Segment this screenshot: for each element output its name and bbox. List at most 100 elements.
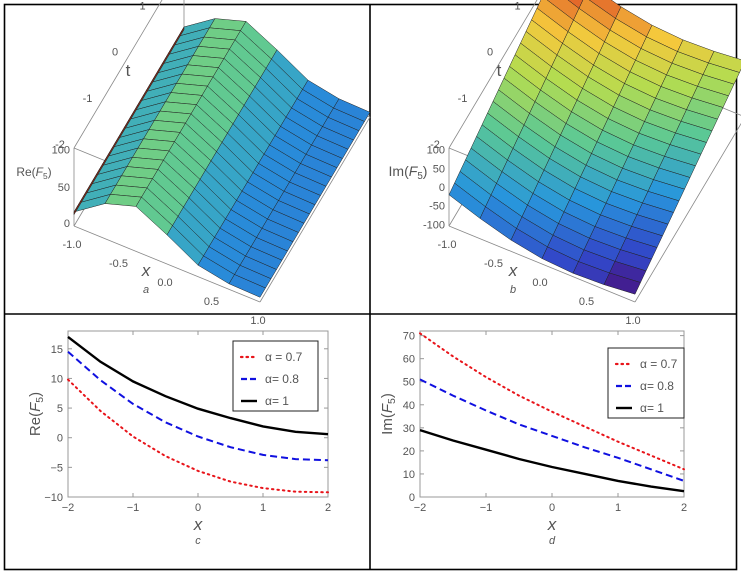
y-axis-label-sub: 5	[34, 397, 46, 403]
surface-cell	[228, 274, 266, 298]
x-axis-label: x	[141, 261, 151, 280]
x-axis-label: x	[508, 261, 518, 280]
x-tick-label: 1.0	[625, 315, 640, 327]
panel-a-surface: -1.0-0.50.00.51.0-2-1012100500xatRe(F5)	[16, 0, 371, 327]
z-axis-label: Re(F5)	[16, 165, 51, 181]
z-axis-label: Im(F5)	[389, 163, 428, 182]
y-tick-label: 60	[403, 354, 415, 366]
x-tick-label: 1	[615, 502, 621, 514]
legend-entry-label: α = 0.7	[640, 357, 678, 371]
y-axis-label-italic: F	[379, 403, 396, 413]
legend-box	[232, 340, 319, 412]
y-tick-label: −10	[44, 492, 63, 504]
y-tick-label: 50	[403, 377, 415, 389]
t-tick-label: -2	[55, 139, 65, 151]
t-tick-label: -1	[83, 93, 93, 105]
series-line-0	[67, 378, 329, 494]
t-axis-label: t	[126, 61, 131, 80]
y-tick-label: 70	[403, 331, 415, 343]
y-tick-label: −5	[50, 462, 63, 474]
panel-b-surface: -1.0-0.50.00.51.0-2-1012100500-50-100xbt…	[389, 0, 741, 327]
surface-cell	[603, 272, 641, 295]
y-axis-label-italic: F	[27, 402, 44, 412]
legend-entry-label: α= 1	[265, 394, 289, 408]
t-tick-label: 0	[487, 47, 493, 59]
z-axis-label-sub: 5	[43, 171, 48, 181]
z-tick-label: 50	[58, 182, 70, 194]
y-tick-label: 0	[409, 492, 415, 504]
surface-mesh	[73, 18, 371, 298]
z-axis-label-sub: 5	[417, 171, 423, 182]
t-tick-label: 0	[112, 47, 118, 59]
y-axis-label: Re(F5)	[27, 392, 46, 436]
series-line-1	[419, 378, 685, 482]
legend-entry-label: α= 0.8	[640, 379, 674, 393]
series-line-2	[67, 335, 329, 436]
z-axis-label-close: )	[423, 163, 428, 179]
panel-label: a	[143, 284, 149, 296]
box-edge	[448, 0, 538, 149]
y-axis-label-prefix: Im(	[379, 413, 396, 435]
y-axis-label: Im(F5)	[379, 393, 398, 435]
box-edge	[634, 122, 741, 303]
t-tick-label: 1	[139, 0, 145, 12]
x-axis-label: x	[193, 515, 203, 534]
y-axis-label-close: )	[27, 392, 44, 397]
box-edge	[448, 225, 636, 303]
series-line-0	[419, 332, 685, 471]
legend-entry-label: α = 0.7	[265, 350, 303, 364]
x-axis-label: x	[547, 515, 557, 534]
panel-label: d	[549, 535, 556, 547]
x-tick-label: -1.0	[438, 239, 457, 251]
x-tick-label: 0	[549, 502, 555, 514]
x-tick-label: 0.0	[157, 277, 172, 289]
y-tick-label: 10	[51, 373, 63, 385]
y-axis-label-close: )	[379, 393, 396, 398]
y-tick-label: 0	[57, 433, 63, 445]
x-tick-label: −2	[414, 502, 427, 514]
z-axis-label-italic: F	[36, 165, 44, 179]
t-tick-label: -1	[458, 93, 468, 105]
z-tick-label: -100	[423, 219, 445, 231]
x-tick-label: 0.0	[532, 277, 547, 289]
y-tick-label: 5	[57, 403, 63, 415]
z-tick-label: 50	[433, 163, 445, 175]
series-line-1	[67, 351, 329, 462]
panel-label: c	[195, 535, 201, 547]
x-tick-label: -0.5	[484, 258, 503, 270]
surface-mesh	[448, 0, 741, 295]
t-tick-label: 1	[514, 0, 520, 12]
legend-entry-label: α= 0.8	[265, 372, 299, 386]
legend-box	[607, 347, 685, 419]
box-edge	[73, 225, 261, 303]
x-tick-label: 0.5	[204, 296, 219, 308]
x-tick-label: -0.5	[109, 258, 128, 270]
z-tick-label: 0	[439, 182, 445, 194]
z-axis-label-prefix: Re(	[16, 165, 35, 179]
z-axis-label-italic: F	[409, 163, 419, 179]
series-line-2	[419, 428, 685, 493]
panel-label: b	[510, 284, 516, 296]
x-tick-label: -1.0	[63, 239, 82, 251]
t-tick-label: -2	[430, 139, 440, 151]
z-axis-label-prefix: Im(	[389, 163, 410, 179]
x-tick-label: 0	[195, 502, 201, 514]
z-tick-label: 100	[427, 145, 445, 157]
x-tick-label: 2	[325, 502, 331, 514]
surface-front-edge	[73, 26, 185, 216]
x-tick-label: 1.0	[250, 315, 265, 327]
z-tick-label: 100	[52, 145, 70, 157]
z-tick-label: 0	[64, 218, 70, 230]
z-tick-label: -50	[429, 201, 445, 213]
y-tick-label: 30	[403, 423, 415, 435]
box-edge	[259, 116, 371, 303]
legend-entry-label: α= 1	[640, 401, 664, 415]
z-axis-label-close: )	[48, 165, 52, 179]
x-tick-label: 0.5	[579, 296, 594, 308]
x-tick-label: −2	[62, 502, 75, 514]
y-axis-label-prefix: Re(	[27, 412, 44, 436]
x-tick-label: −1	[127, 502, 140, 514]
